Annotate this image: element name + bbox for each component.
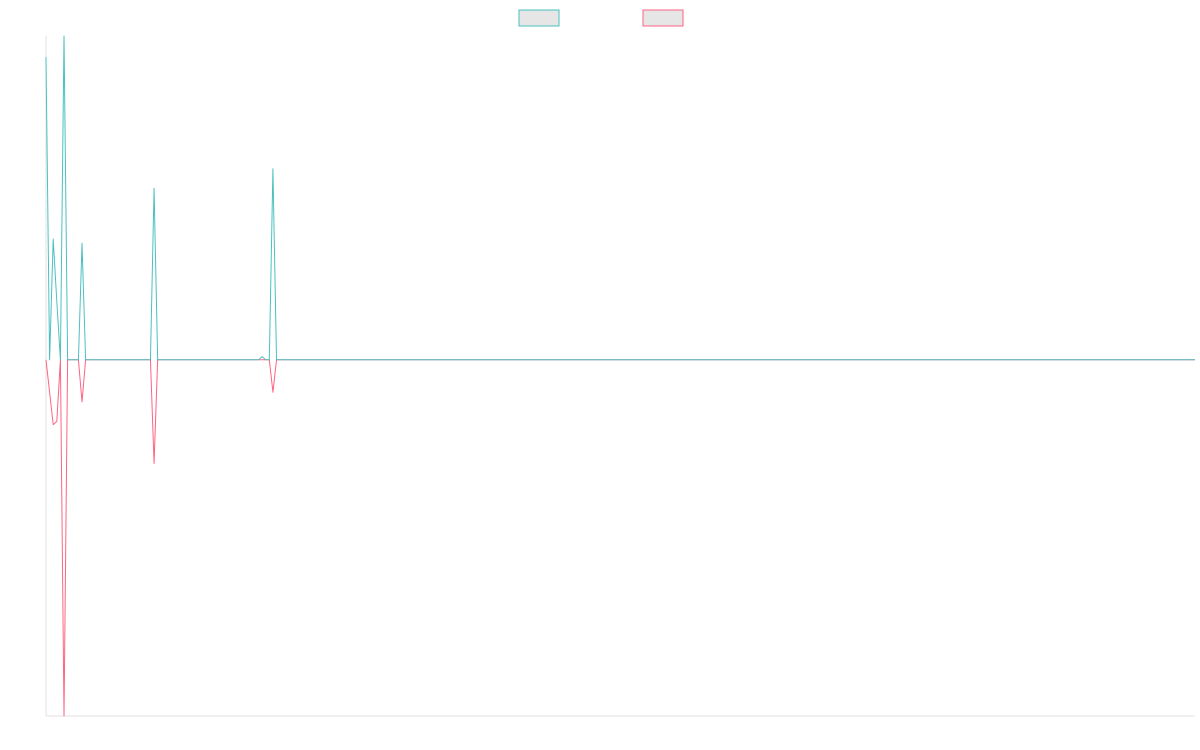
legend-swatch[interactable] bbox=[642, 9, 684, 27]
series-line bbox=[45, 35, 1195, 361]
legend-swatch[interactable] bbox=[518, 9, 560, 27]
series-line bbox=[45, 359, 1195, 717]
